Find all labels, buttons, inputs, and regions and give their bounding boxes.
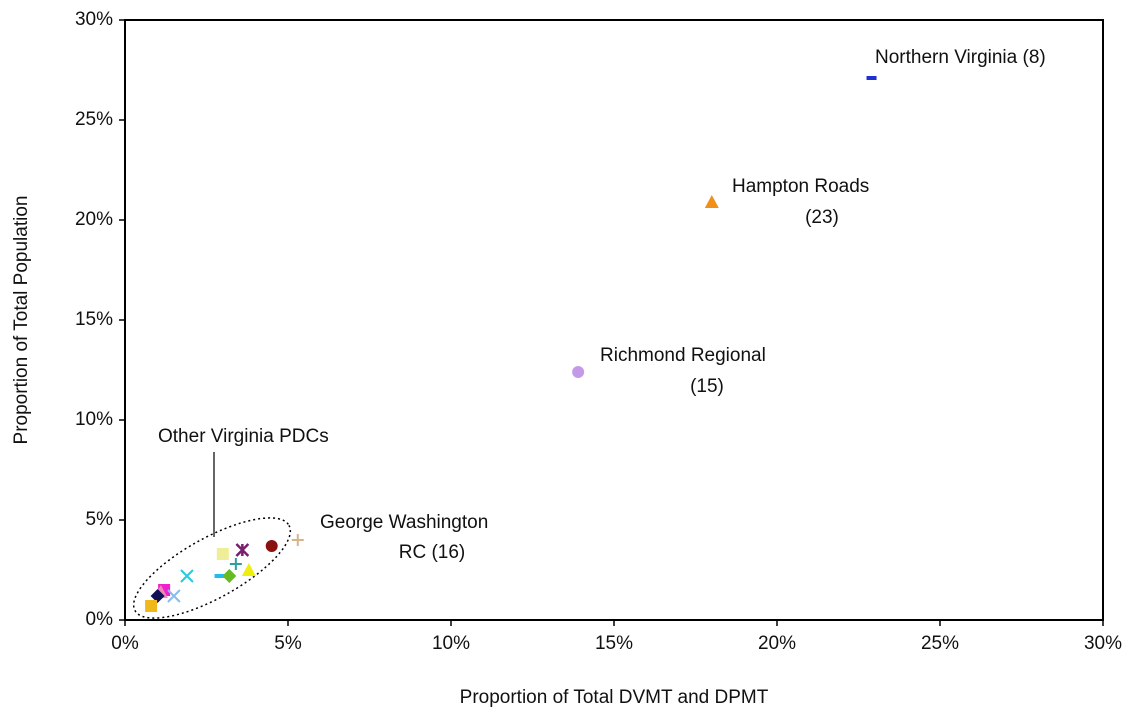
annotation: (15) <box>690 376 724 397</box>
point <box>704 195 719 208</box>
annotation: Hampton Roads <box>732 176 869 197</box>
point <box>216 548 229 560</box>
annotation: Richmond Regional <box>600 345 766 366</box>
annotation: Other Virginia PDCs <box>158 426 329 447</box>
y-tick-label: 25% <box>75 109 113 130</box>
x-tick-label: 0% <box>111 633 139 654</box>
point <box>229 558 242 570</box>
y-tick-label: 0% <box>86 609 114 630</box>
y-tick-label: 10% <box>75 409 113 430</box>
annotation: RC (16) <box>399 542 466 563</box>
point <box>167 589 181 603</box>
y-axis-label: Proportion of Total Population <box>11 196 32 445</box>
x-axis-label: Proportion of Total DVMT and DPMT <box>460 687 769 708</box>
annotation: George Washington <box>320 512 488 533</box>
point <box>180 569 194 583</box>
x-tick-label: 15% <box>595 633 633 654</box>
x-tick-label: 30% <box>1084 633 1122 654</box>
annotation: Northern Virginia (8) <box>875 47 1046 68</box>
point <box>572 366 585 378</box>
y-tick-label: 20% <box>75 209 113 230</box>
point <box>214 574 225 578</box>
y-tick-label: 5% <box>86 509 114 530</box>
annotation: (23) <box>805 207 839 228</box>
point <box>265 540 278 552</box>
point <box>235 543 250 557</box>
plot-frame <box>124 19 1104 621</box>
x-tick-label: 20% <box>758 633 796 654</box>
point <box>291 534 304 546</box>
y-tick-label: 15% <box>75 309 113 330</box>
x-tick-label: 25% <box>921 633 959 654</box>
point <box>222 569 237 583</box>
point <box>145 600 158 612</box>
point <box>150 589 165 603</box>
cluster-ellipse <box>132 517 292 619</box>
y-tick-label: 30% <box>75 9 113 30</box>
point <box>241 563 256 576</box>
x-tick-label: 5% <box>274 633 302 654</box>
x-tick-label: 10% <box>432 633 470 654</box>
point <box>866 76 877 80</box>
